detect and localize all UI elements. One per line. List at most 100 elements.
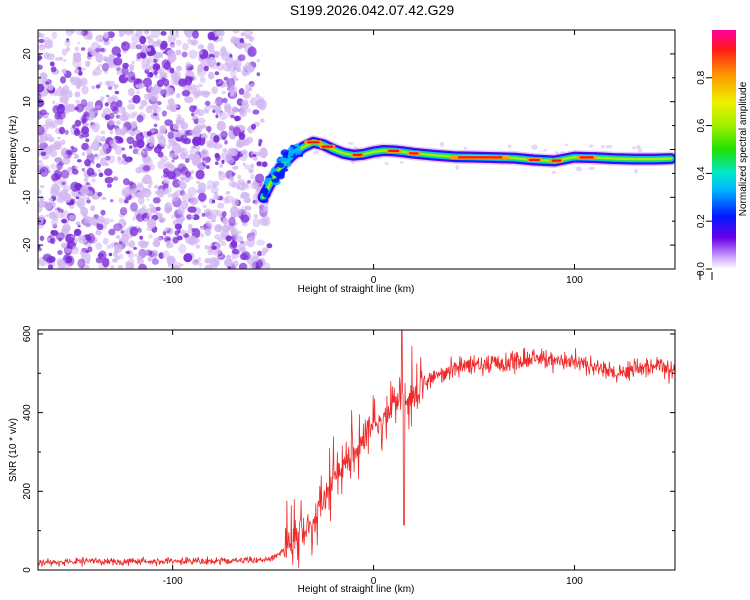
noise-speckle: [75, 221, 81, 226]
noise-speckle: [166, 240, 172, 247]
noise-speckle: [38, 38, 45, 44]
noise-speckle: [214, 224, 223, 233]
noise-speckle: [118, 197, 124, 204]
noise-speckle: [97, 169, 102, 173]
noise-speckle: [250, 82, 255, 87]
noise-speckle: [155, 206, 161, 211]
noise-speckle: [226, 78, 236, 88]
noise-speckle: [49, 144, 54, 150]
noise-speckle: [221, 211, 227, 217]
noise-speckle: [114, 135, 119, 140]
noise-speckle: [100, 48, 105, 52]
noise-speckle: [176, 217, 184, 226]
noise-speckle: [129, 65, 134, 71]
noise-speckle: [80, 47, 86, 51]
noise-speckle: [131, 121, 137, 129]
noise-speckle: [250, 31, 254, 35]
noise-speckle: [183, 253, 193, 263]
noise-speckle: [169, 67, 175, 74]
noise-speckle: [221, 159, 225, 164]
noise-speckle: [119, 113, 129, 122]
noise-speckle: [129, 145, 133, 149]
noise-speckle: [140, 148, 148, 158]
noise-speckle: [158, 52, 164, 59]
noise-speckle: [230, 114, 235, 119]
noise-speckle: [192, 138, 199, 143]
noise-speckle: [67, 167, 72, 172]
noise-speckle: [86, 196, 90, 200]
noise-speckle: [201, 212, 206, 217]
noise-speckle: [113, 84, 119, 88]
noise-speckle: [224, 140, 228, 145]
noise-speckle: [167, 34, 176, 44]
noise-speckle: [162, 231, 167, 236]
noise-speckle: [204, 228, 212, 237]
noise-speckle: [239, 108, 248, 118]
noise-speckle: [126, 136, 135, 145]
noise-speckle: [213, 104, 222, 113]
noise-speckle: [250, 174, 255, 180]
noise-speckle: [137, 196, 145, 205]
noise-speckle: [141, 45, 149, 54]
noise-speckle: [129, 226, 139, 237]
noise-speckle: [231, 198, 239, 207]
noise-speckle: [197, 109, 205, 117]
noise-speckle: [128, 181, 134, 186]
noise-speckle: [167, 256, 176, 265]
noise-speckle: [195, 146, 201, 151]
noise-speckle: [170, 107, 176, 112]
noise-speckle: [154, 75, 158, 78]
noise-speckle: [173, 153, 178, 158]
noise-speckle: [142, 165, 151, 172]
noise-speckle: [246, 127, 252, 131]
noise-speckle: [212, 264, 218, 269]
noise-speckle: [95, 84, 101, 89]
noise-speckle: [122, 110, 126, 115]
noise-speckle: [205, 109, 210, 114]
noise-speckle: [211, 199, 216, 204]
noise-speckle: [227, 148, 236, 157]
noise-speckle: [129, 157, 133, 160]
noise-speckle: [64, 90, 73, 99]
noise-speckle: [237, 243, 246, 253]
noise-speckle: [142, 77, 152, 88]
noise-speckle: [200, 226, 205, 231]
noise-speckle: [252, 154, 257, 157]
noise-speckle: [242, 222, 246, 226]
spectrogram-noise-region: [38, 30, 651, 269]
noise-speckle: [121, 233, 129, 244]
noise-speckle: [91, 141, 100, 152]
noise-speckle: [95, 53, 104, 63]
noise-speckle: [38, 44, 46, 51]
noise-speckle: [238, 262, 248, 269]
noise-speckle: [167, 263, 172, 268]
noise-speckle: [128, 99, 133, 104]
noise-speckle: [230, 212, 237, 218]
noise-speckle: [137, 182, 144, 188]
noise-speckle: [196, 68, 206, 78]
noise-speckle: [121, 187, 131, 198]
noise-speckle: [132, 140, 139, 148]
noise-speckle: [140, 99, 148, 107]
noise-speckle: [215, 79, 220, 83]
noise-speckle: [102, 257, 110, 268]
noise-speckle: [255, 151, 261, 157]
noise-speckle: [153, 123, 158, 128]
noise-speckle: [149, 92, 159, 102]
noise-speckle: [50, 237, 56, 245]
noise-speckle: [116, 70, 123, 76]
noise-speckle: [241, 251, 251, 261]
noise-speckle: [142, 174, 152, 185]
noise-speckle: [213, 50, 220, 59]
noise-speckle: [159, 125, 167, 134]
noise-speckle: [204, 258, 212, 264]
noise-speckle: [220, 130, 228, 139]
noise-speckle: [231, 172, 236, 176]
noise-speckle: [225, 56, 234, 68]
noise-speckle: [219, 163, 223, 168]
y-tick-label: 600: [22, 325, 33, 342]
noise-speckle: [124, 74, 129, 78]
noise-speckle: [83, 216, 93, 228]
noise-speckle: [86, 148, 92, 156]
noise-speckle: [202, 90, 210, 98]
